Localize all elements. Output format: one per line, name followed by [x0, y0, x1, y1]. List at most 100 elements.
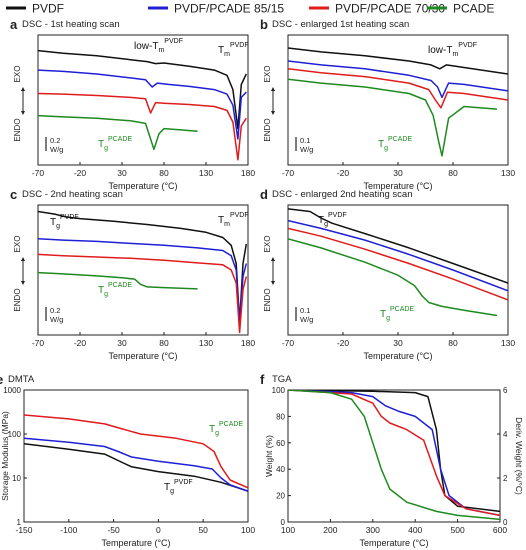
- arrow-head-icon: [21, 87, 25, 91]
- panel-letter: b: [260, 17, 268, 32]
- plot-frame: [287, 34, 509, 166]
- series-line-pcade: [288, 390, 500, 521]
- x-tick-label: -20: [337, 338, 350, 348]
- legend-label: PVDF/PCADE 70/30: [335, 2, 445, 16]
- panel-title: DSC - enlarged 1st heating scan: [272, 19, 409, 30]
- plot-frame: [23, 389, 249, 523]
- annotation-label: TgPCADE: [98, 136, 132, 152]
- legend: PVDF PVDF/PCADE 85/15 PVDF/PCADE 70/30 PCAD…: [6, 2, 494, 16]
- y-right-tick-label: 4: [503, 430, 508, 439]
- x-tick-label: 30: [117, 338, 127, 348]
- series-line-pvdf-pcade-85-15: [288, 219, 508, 292]
- y-axis-label: Storage Modulus (MPa): [0, 411, 10, 501]
- legend-item: PCADE: [427, 2, 494, 16]
- x-tick-label: -70: [32, 168, 45, 178]
- y-tick-label: 60: [276, 439, 285, 448]
- panel-c: c DSC - 2nd heating scan -70 -20 30 80 130 180 T…: [10, 187, 255, 361]
- x-tick-label: 30: [393, 168, 403, 178]
- panels: a DSC - 1st heating scan -70 -20 30 80 130 180 T…: [0, 17, 524, 548]
- series-group: [288, 208, 508, 317]
- series-group: [38, 210, 248, 334]
- x-tick-label: -70: [32, 338, 45, 348]
- panel-letter: d: [260, 187, 268, 202]
- legend-item: PVDF/PCADE 85/15: [148, 2, 284, 16]
- y-right-tick-label: 0: [503, 518, 508, 527]
- y-axis-label-exo: EXO: [13, 236, 22, 253]
- x-tick-label: 130: [199, 168, 213, 178]
- annotation-label: TgPCADE: [378, 136, 412, 152]
- annotation-label: TmPVDF: [218, 42, 249, 58]
- series-line-pvdf-pcade-85-15: [24, 437, 248, 492]
- panel-title: DSC - enlarged 2nd heating scan: [272, 189, 412, 200]
- panel-letter: f: [260, 372, 265, 387]
- annotation-label: TmPVDF: [218, 212, 249, 228]
- series-line-pvdf: [38, 49, 247, 130]
- series-group: [288, 47, 508, 157]
- scale-bar-unit: W/g: [300, 145, 313, 154]
- arrow-head-icon: [271, 87, 275, 91]
- legend-label: PVDF: [32, 2, 64, 16]
- y-axis-label: Weight (%): [264, 435, 274, 477]
- annotation-label: TgPVDF: [318, 212, 347, 228]
- x-tick-label: 80: [448, 338, 458, 348]
- series-line-pcade: [288, 238, 498, 317]
- panel-title: DSC - 1st heating scan: [22, 19, 120, 30]
- y-tick-label: 1000: [3, 386, 21, 395]
- y-right-axis-label: Deriv. Weight (%/°C): [514, 417, 524, 495]
- panel-d: d DSC - enlarged 2nd heating scan -70 -20 30…: [260, 187, 515, 361]
- y-tick-label: 0: [281, 518, 286, 527]
- y-tick-label: 100: [8, 430, 22, 439]
- x-tick-label: 30: [393, 338, 403, 348]
- x-tick-label: 600: [493, 525, 507, 535]
- series-line-pvdf-pcade-70-30: [288, 390, 500, 517]
- legend-item: PVDF: [6, 2, 64, 16]
- y-tick-label: 40: [276, 465, 285, 474]
- series-line-pvdf-pcade-70-30: [38, 253, 248, 334]
- y-tick-label: 20: [276, 492, 285, 501]
- series-line-pvdf-pcade-70-30: [288, 68, 508, 109]
- x-tick-label: -70: [282, 168, 295, 178]
- y-tick-label: 80: [276, 412, 285, 421]
- x-tick-label: 130: [501, 338, 515, 348]
- x-tick-label: 100: [281, 525, 295, 535]
- panel-letter: a: [10, 17, 18, 32]
- x-axis-label: Temperature (°C): [108, 181, 177, 191]
- arrow-head-icon: [271, 281, 275, 285]
- x-tick-label: 30: [117, 168, 127, 178]
- series-line-pvdf-pcade-85-15: [288, 390, 500, 517]
- panel-title: DSC - 2nd heating scan: [22, 189, 123, 200]
- series-line-pvdf-pcade-70-30: [288, 227, 508, 301]
- annotation-label: TgPCADE: [98, 282, 132, 298]
- plot-frame: [37, 34, 249, 166]
- y-axis-label-exo: EXO: [263, 66, 272, 83]
- x-tick-label: 0: [156, 525, 161, 535]
- series-line-pvdf-pcade-85-15: [38, 238, 248, 323]
- panel-letter: c: [10, 187, 17, 202]
- x-tick-label: -150: [15, 525, 32, 535]
- annotation-label: TgPVDF: [164, 479, 193, 495]
- scale-bar-unit: W/g: [50, 315, 63, 324]
- legend-label: PCADE: [453, 2, 494, 16]
- x-tick-label: 500: [451, 525, 465, 535]
- x-axis-label: Temperature (°C): [363, 351, 432, 361]
- arrow-head-icon: [21, 111, 25, 115]
- panel-title: TGA: [272, 374, 292, 385]
- y-axis-label-endo: ENDO: [263, 288, 272, 311]
- x-tick-label: -20: [337, 168, 350, 178]
- series-line-pvdf-pcade-70-30: [38, 92, 247, 161]
- legend-label: PVDF/PCADE 85/15: [174, 2, 284, 16]
- annotation-label: low-TmPVDF: [428, 42, 477, 58]
- series-line-pcade: [38, 271, 198, 290]
- x-tick-label: 180: [241, 338, 255, 348]
- x-tick-label: 100: [241, 525, 255, 535]
- legend-item: PVDF/PCADE 70/30: [309, 2, 445, 16]
- x-tick-label: 180: [241, 168, 255, 178]
- series-line-pvdf: [288, 47, 508, 75]
- x-axis-label: Temperature (°C): [101, 538, 170, 548]
- scale-bar-value: 0.2: [50, 306, 60, 315]
- series-group: [38, 49, 247, 161]
- scale-bar-unit: W/g: [300, 315, 313, 324]
- x-tick-label: 130: [199, 338, 213, 348]
